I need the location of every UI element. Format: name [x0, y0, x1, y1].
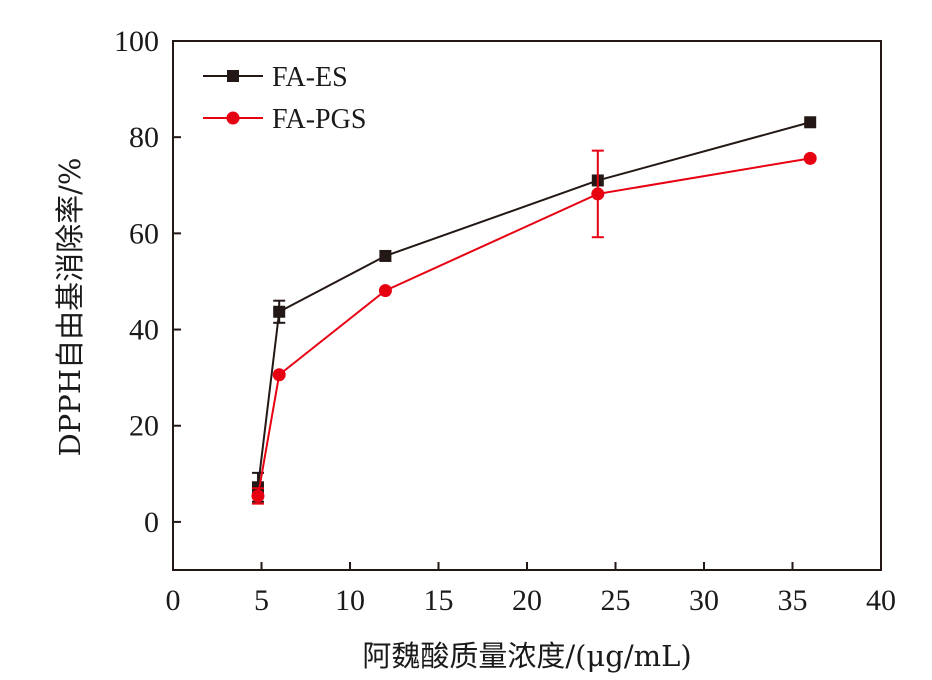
- y-axis-title: DPPH自由基消除率/%: [53, 158, 87, 457]
- x-tick-label: 0: [166, 584, 181, 617]
- series-fa-pgs: [251, 149, 817, 505]
- x-tick-label: 30: [689, 584, 719, 617]
- data-point: [251, 489, 265, 503]
- data-point: [273, 305, 286, 318]
- data-point: [272, 368, 286, 382]
- legend-label: FA-PGS: [272, 104, 366, 135]
- y-tick-label: 0: [144, 506, 159, 539]
- data-point: [591, 187, 605, 201]
- y-tick-label: 40: [129, 314, 159, 347]
- x-tick-label: 25: [601, 584, 631, 617]
- legend-marker: [226, 111, 240, 125]
- legend-item-fa-pgs: FA-PGS: [203, 104, 366, 135]
- legend-marker: [227, 70, 239, 82]
- x-tick-label: 20: [512, 584, 542, 617]
- y-tick-label: 20: [129, 410, 159, 443]
- y-tick-label: 80: [129, 121, 159, 154]
- x-axis-title: 阿魏酸质量浓度/(μg/mL): [362, 639, 691, 673]
- x-tick-label: 10: [335, 584, 365, 617]
- x-tick-label: 35: [778, 584, 808, 617]
- x-tick-label: 40: [866, 584, 896, 617]
- legend-item-fa-es: FA-ES: [203, 62, 348, 93]
- data-point: [378, 284, 392, 298]
- series-line: [256, 121, 811, 488]
- y-tick-label: 100: [114, 25, 159, 58]
- legend-label: FA-ES: [272, 62, 348, 93]
- data-point: [803, 151, 817, 165]
- data-point: [379, 249, 392, 262]
- x-tick-label: 15: [424, 584, 454, 617]
- y-tick-label: 60: [129, 217, 159, 250]
- series-line: [256, 157, 811, 497]
- data-point: [804, 116, 817, 129]
- x-tick-label: 5: [254, 584, 269, 617]
- series-fa-es: [251, 116, 817, 503]
